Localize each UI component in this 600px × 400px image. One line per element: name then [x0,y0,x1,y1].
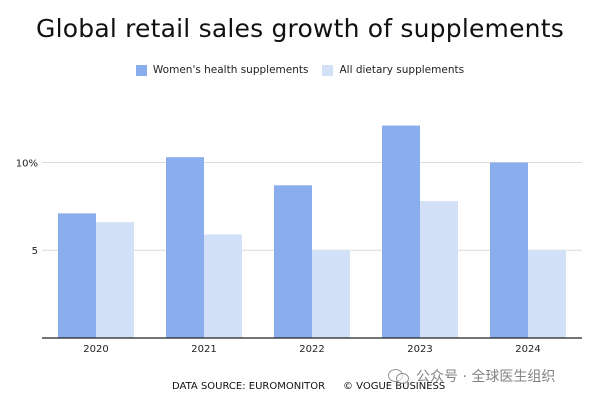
x-tick-label: 2024 [515,344,540,355]
watermark: 公众号 · 全球医生组织 [388,366,555,386]
bar-all-dietary-2024 [528,250,566,338]
bar-womens-health-2020 [58,213,96,338]
chart-title: Global retail sales growth of supplement… [36,14,564,43]
x-tick-label: 2021 [191,344,216,355]
bar-womens-health-2023 [382,125,420,338]
legend-item-womens-health: Women's health supplements [135,64,309,76]
y-tick-label: 10% [16,158,38,169]
y-tick-label: 5 [32,246,38,257]
legend: Women's health supplements All dietary s… [0,64,600,76]
bar-all-dietary-2022 [312,250,350,338]
bar-womens-health-2024 [490,162,528,338]
legend-item-all-dietary: All dietary supplements [322,64,464,76]
data-source-note: DATA SOURCE: EUROMONITOR [172,381,326,392]
legend-swatch-all-dietary [322,64,334,76]
chat-bubbles-icon [388,368,410,384]
x-tick-label: 2022 [299,344,324,355]
x-tick-label: 2020 [83,344,108,355]
axis-layer: 5 10% 2020 2021 2022 2023 2024 [16,158,582,355]
watermark-text: 公众号 · 全球医生组织 [416,369,556,385]
bar-womens-health-2021 [166,157,204,338]
bar-all-dietary-2023 [420,201,458,338]
x-tick-label: 2023 [407,344,432,355]
bar-all-dietary-2021 [204,234,242,338]
bar-all-dietary-2020 [96,222,134,338]
credit-note: © VOGUE BUSINESS [343,381,446,392]
legend-label-womens-health: Women's health supplements [152,64,309,76]
legend-swatch-womens-health [135,64,147,76]
bar-layer [58,125,566,338]
bar-womens-health-2022 [274,185,312,338]
legend-label-all-dietary: All dietary supplements [339,64,465,76]
